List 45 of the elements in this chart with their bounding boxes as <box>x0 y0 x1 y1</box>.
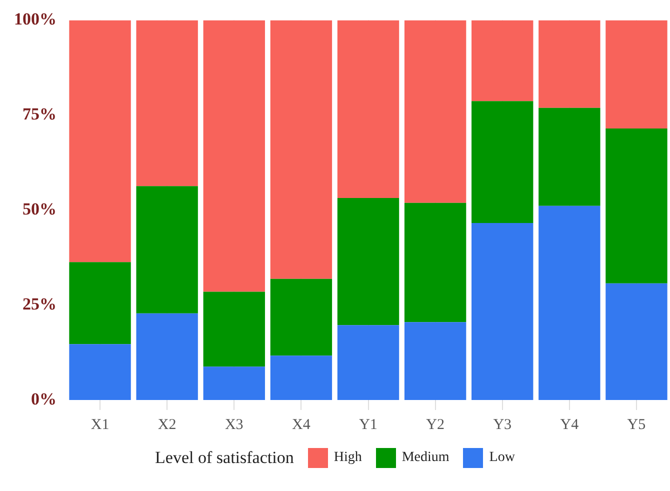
y-tick-label: 25% <box>22 294 56 314</box>
bar <box>538 108 600 206</box>
y-tick-label: 75% <box>22 104 56 124</box>
bar <box>203 366 265 400</box>
bar <box>404 20 466 203</box>
x-tick-label: X3 <box>224 416 244 433</box>
bar <box>136 20 198 186</box>
bar <box>538 206 600 400</box>
bar <box>606 283 668 400</box>
bar <box>404 322 466 400</box>
x-tick-label: Y2 <box>426 416 444 433</box>
bar <box>69 344 131 400</box>
x-tick-label: X2 <box>158 416 176 433</box>
bar <box>472 223 534 400</box>
bar <box>472 101 534 224</box>
x-tick-label: Y5 <box>627 416 646 433</box>
x-tick-label: X4 <box>292 416 311 433</box>
bar <box>337 20 400 198</box>
bar <box>69 20 131 262</box>
bar <box>337 325 400 400</box>
bar <box>136 313 198 400</box>
legend-label: High <box>334 450 362 466</box>
y-tick-label: 0% <box>31 389 56 408</box>
bar <box>606 128 668 284</box>
bar <box>472 20 534 102</box>
x-tick-label: Y1 <box>359 416 378 433</box>
bar <box>270 20 332 279</box>
bar <box>270 278 332 356</box>
x-tick-label: Y3 <box>493 416 512 433</box>
bar <box>203 20 265 292</box>
bar <box>404 202 466 322</box>
bar <box>69 262 131 344</box>
legend-label: Low <box>489 450 515 466</box>
bar <box>270 356 332 400</box>
bar <box>606 20 668 128</box>
bar <box>136 186 198 314</box>
bar <box>538 20 600 108</box>
legend-label: Medium <box>402 450 450 466</box>
x-tick-label: Y4 <box>560 416 580 433</box>
legend-title: Level of satisfaction <box>155 448 294 468</box>
y-tick-label: 100% <box>14 10 56 29</box>
x-tick-label: X1 <box>90 416 110 433</box>
y-tick-label: 50% <box>22 199 56 218</box>
bar <box>203 292 265 367</box>
bar <box>337 198 400 326</box>
